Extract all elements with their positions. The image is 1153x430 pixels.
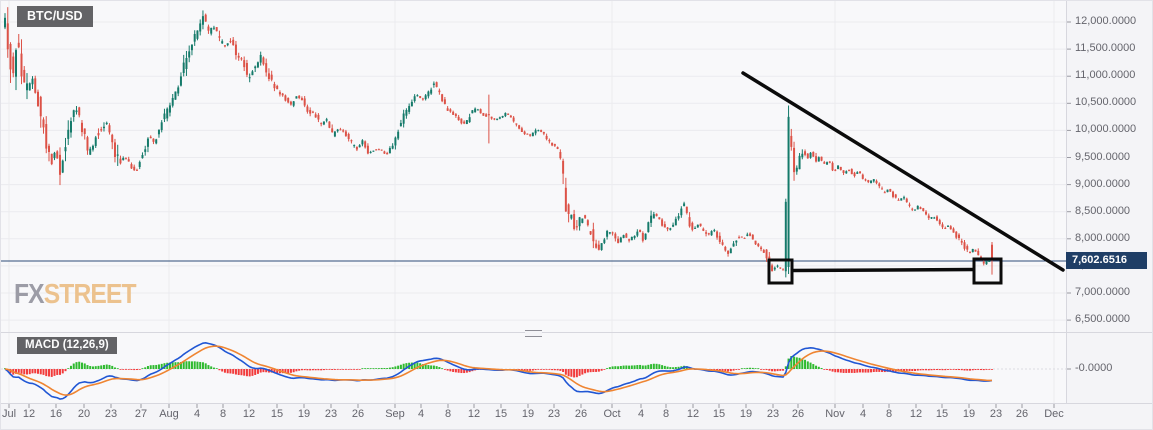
annotations-layer — [741, 71, 1065, 285]
macd-zero-label: -0.0000 — [1075, 362, 1113, 374]
price-tick-label: 11,500.0000 — [1075, 42, 1136, 55]
time-month-label: Jul — [1, 408, 17, 420]
time-tick-label: 23 — [766, 408, 780, 420]
time-tick-label: 20 — [77, 408, 91, 420]
time-tick-label: 4 — [193, 408, 201, 420]
time-tick-label: 23 — [104, 408, 118, 420]
time-tick-label: 27 — [134, 408, 148, 420]
price-tick-label: 10,000.0000 — [1075, 123, 1137, 136]
time-tick-label: 26 — [1015, 408, 1029, 420]
price-tick-label: 7,000.0000 — [1075, 286, 1131, 298]
price-pane[interactable] — [1, 1, 1066, 332]
time-month-label: Nov — [825, 408, 845, 420]
instrument-badge: BTC/USD — [17, 6, 93, 27]
price-tick-label: 8,500.0000 — [1075, 204, 1131, 217]
macd-plot — [1, 342, 1066, 400]
gridlines — [1, 1, 1066, 403]
time-month-label: Sep — [385, 408, 405, 420]
last-price-badge: 7,602.6516 — [1066, 252, 1147, 269]
price-tick-label: 8,000.0000 — [1075, 231, 1131, 244]
time-tick-label: 8 — [662, 408, 670, 420]
price-tick-label: 9,500.0000 — [1075, 150, 1131, 163]
time-tick-label: 15 — [270, 408, 284, 420]
time-tick-label: 8 — [219, 408, 227, 420]
fxstreet-logo-street: STREET — [43, 278, 137, 309]
price-tick-label: 11,000.0000 — [1075, 69, 1136, 82]
low-marker-box — [767, 258, 794, 285]
time-tick-label: 4 — [859, 408, 867, 420]
time-axis-border — [1, 403, 1152, 404]
time-tick-label: 12 — [686, 408, 700, 420]
time-tick-label: 12 — [909, 408, 923, 420]
axis-ticks — [8, 21, 1071, 408]
price-axis-border — [1066, 1, 1067, 403]
fxstreet-logo-fx: FX — [14, 278, 45, 309]
time-tick-label: 23 — [547, 408, 561, 420]
time-tick-label: 19 — [521, 408, 535, 420]
time-tick-label: 19 — [739, 408, 753, 420]
time-tick-label: 19 — [962, 408, 976, 420]
time-tick-label: 15 — [494, 408, 508, 420]
time-month-label: Dec — [1044, 408, 1064, 420]
time-tick-label: 26 — [574, 408, 588, 420]
support-connector-line — [790, 267, 976, 273]
time-tick-label: 8 — [444, 408, 452, 420]
fxstreet-logo: FXSTREET — [14, 278, 137, 309]
time-month-label: Oct — [603, 408, 621, 420]
time-month-label: Aug — [159, 408, 179, 420]
time-tick-label: 12 — [242, 408, 256, 420]
time-tick-label: 12 — [22, 408, 36, 420]
time-tick-label: 16 — [49, 408, 63, 420]
time-tick-label: 8 — [885, 408, 893, 420]
macd-indicator-badge: MACD (12,26,9) — [17, 337, 117, 354]
candles-layer — [4, 7, 993, 278]
time-tick-label: 12 — [467, 408, 481, 420]
pane-divider[interactable] — [1, 332, 1152, 333]
time-tick-label: 26 — [351, 408, 365, 420]
price-tick-label: 6,500.0000 — [1075, 313, 1131, 326]
time-tick-label: 26 — [791, 408, 805, 420]
price-tick-label: 12,000.0000 — [1075, 15, 1137, 27]
price-tick-label: 10,500.0000 — [1075, 96, 1137, 109]
pane-resize-handle[interactable] — [525, 330, 542, 337]
time-tick-label: 4 — [417, 408, 425, 420]
price-tick-label: 9,000.0000 — [1075, 177, 1131, 190]
time-tick-label: 15 — [712, 408, 726, 420]
time-tick-label: 4 — [637, 408, 645, 420]
low-marker-box — [972, 257, 1003, 285]
time-tick-label: 19 — [297, 408, 311, 420]
time-tick-label: 23 — [324, 408, 338, 420]
time-tick-label: 15 — [935, 408, 949, 420]
descending-trendline — [741, 71, 1065, 272]
time-tick-label: 23 — [989, 408, 1003, 420]
